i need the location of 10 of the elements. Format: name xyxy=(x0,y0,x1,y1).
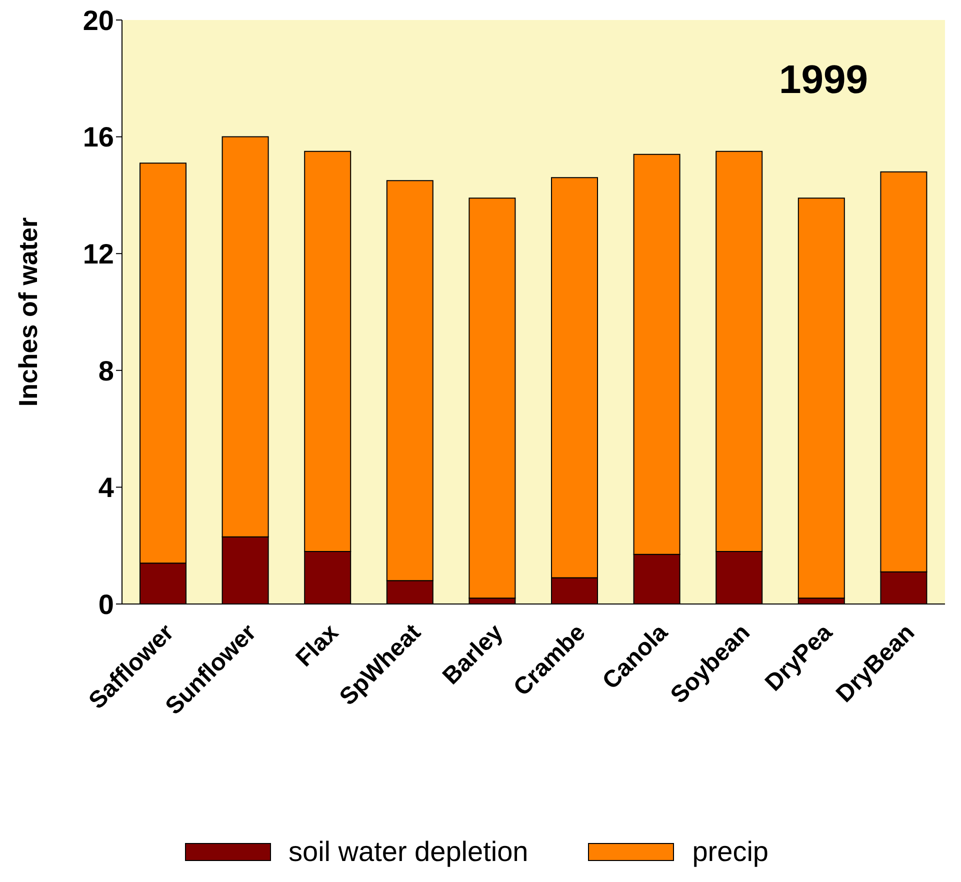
y-tick-label: 4 xyxy=(98,472,114,504)
legend-label: soil water depletion xyxy=(288,836,528,868)
annotation: 1999 xyxy=(779,58,868,103)
y-tick-label: 8 xyxy=(98,355,114,386)
y-tick-label: 16 xyxy=(82,122,114,153)
y-tick-label: 12 xyxy=(82,238,114,270)
y-axis-title: Inches of water xyxy=(13,217,44,407)
y-tick-label: 20 xyxy=(82,4,114,36)
y-tick-label: 0 xyxy=(98,588,114,620)
legend-label: precip xyxy=(692,836,768,868)
